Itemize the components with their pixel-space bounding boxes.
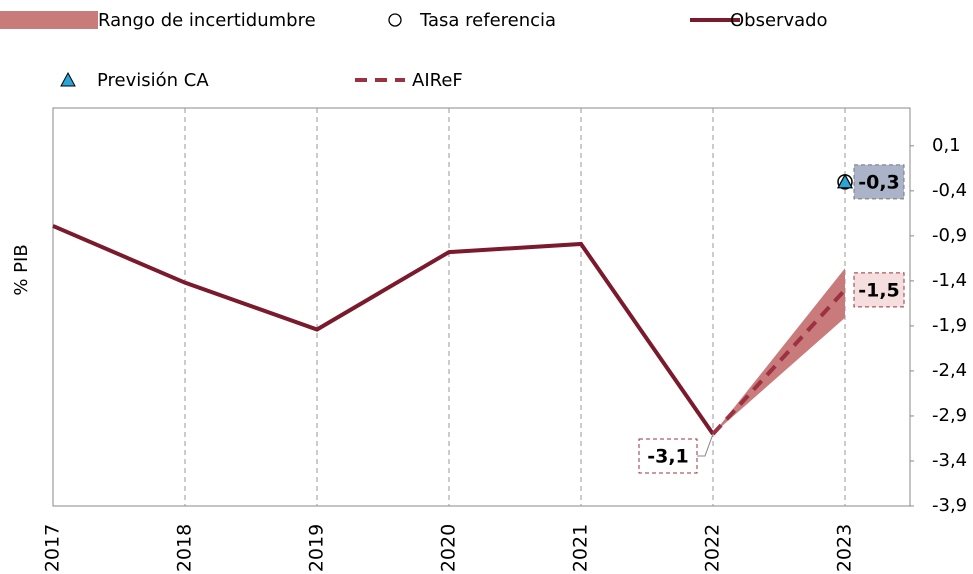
legend-label: Rango de incertidumbre <box>98 10 316 31</box>
y-tick-label: -0,4 <box>932 180 967 201</box>
value-label: -0,3 <box>858 171 900 193</box>
y-tick-label: 0,1 <box>932 135 961 156</box>
legend-swatch <box>60 71 76 87</box>
y-tick-label: -2,4 <box>932 360 967 381</box>
x-tick-label: 2018 <box>174 524 196 572</box>
value-label-box <box>638 438 698 474</box>
legend-label: Observado <box>730 10 828 31</box>
y-axis-label: % PIB <box>11 244 32 295</box>
y-tick-label: -2,9 <box>932 405 967 426</box>
y-tick-label: -1,4 <box>932 270 967 291</box>
value-label: -1,5 <box>858 279 900 301</box>
forecast-point <box>836 173 854 189</box>
y-tick-label: -0,9 <box>932 225 967 246</box>
legend-label: AIReF <box>412 70 463 91</box>
leader-line <box>697 433 714 457</box>
legend-swatch <box>0 11 98 29</box>
x-tick-label: 2017 <box>42 524 64 572</box>
x-tick-label: 2022 <box>702 524 724 572</box>
y-tick-label: -1,9 <box>932 315 967 336</box>
x-tick-label: 2020 <box>438 524 460 572</box>
plot-frame <box>52 107 911 507</box>
value-label-box <box>853 164 905 200</box>
value-label: -3,1 <box>647 445 689 467</box>
x-tick-label: 2021 <box>570 524 592 572</box>
x-tick-label: 2019 <box>306 524 328 572</box>
line-series <box>711 288 847 436</box>
uncertainty-band <box>713 268 845 434</box>
legend-swatch <box>388 13 402 27</box>
value-label-box <box>853 272 905 308</box>
legend-label: Previsión CA <box>97 70 209 91</box>
x-tick-label: 2023 <box>834 524 856 572</box>
y-tick-label: -3,9 <box>932 495 967 516</box>
y-tick-label: -3,4 <box>932 450 967 471</box>
legend-label: Tasa referencia <box>419 10 556 31</box>
line-series <box>52 224 715 436</box>
